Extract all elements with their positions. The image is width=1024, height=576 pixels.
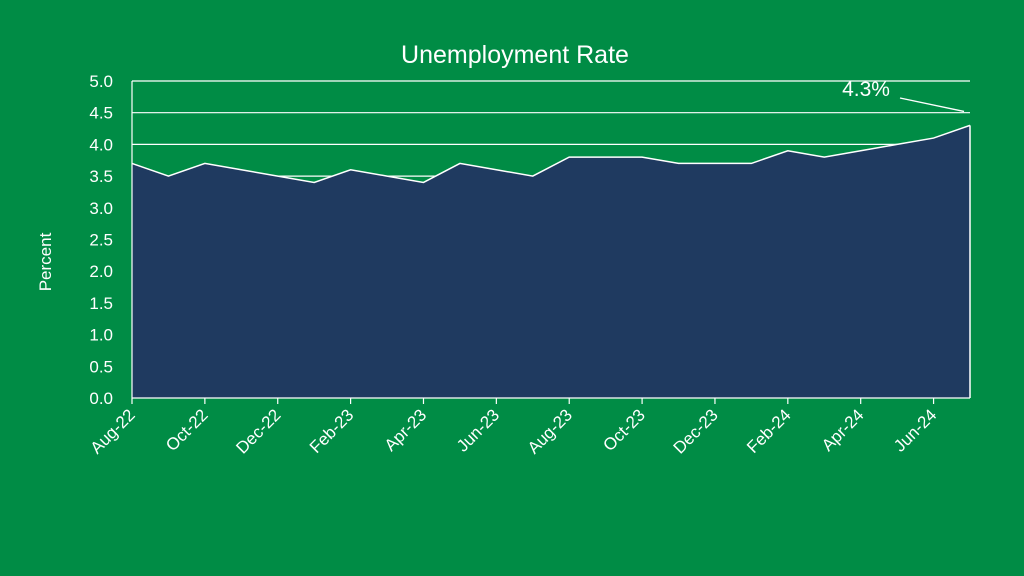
y-tick-label: 2.0 — [89, 262, 113, 281]
plot-area — [131, 124, 971, 398]
y-tick-label: 5.0 — [89, 72, 113, 91]
annotation-leader — [899, 97, 965, 113]
y-tick-label: 1.5 — [89, 294, 113, 313]
y-tick-label: 3.0 — [89, 199, 113, 218]
y-tick-label: 3.5 — [89, 167, 113, 186]
y-tick-label: 0.0 — [89, 389, 113, 408]
y-tick-label: 0.5 — [89, 357, 113, 376]
y-axis-label: Percent — [36, 232, 55, 291]
y-tick-label: 4.5 — [89, 104, 113, 123]
annotation-label: 4.3% — [842, 78, 890, 101]
series-line — [131, 124, 971, 184]
y-tick-label: 1.0 — [89, 326, 113, 345]
annotations: 4.3% — [842, 78, 965, 113]
chart-title: Unemployment Rate — [401, 41, 629, 69]
y-tick-label: 4.0 — [89, 135, 113, 154]
area-fill — [132, 125, 970, 398]
y-tick-label: 2.5 — [89, 231, 113, 250]
